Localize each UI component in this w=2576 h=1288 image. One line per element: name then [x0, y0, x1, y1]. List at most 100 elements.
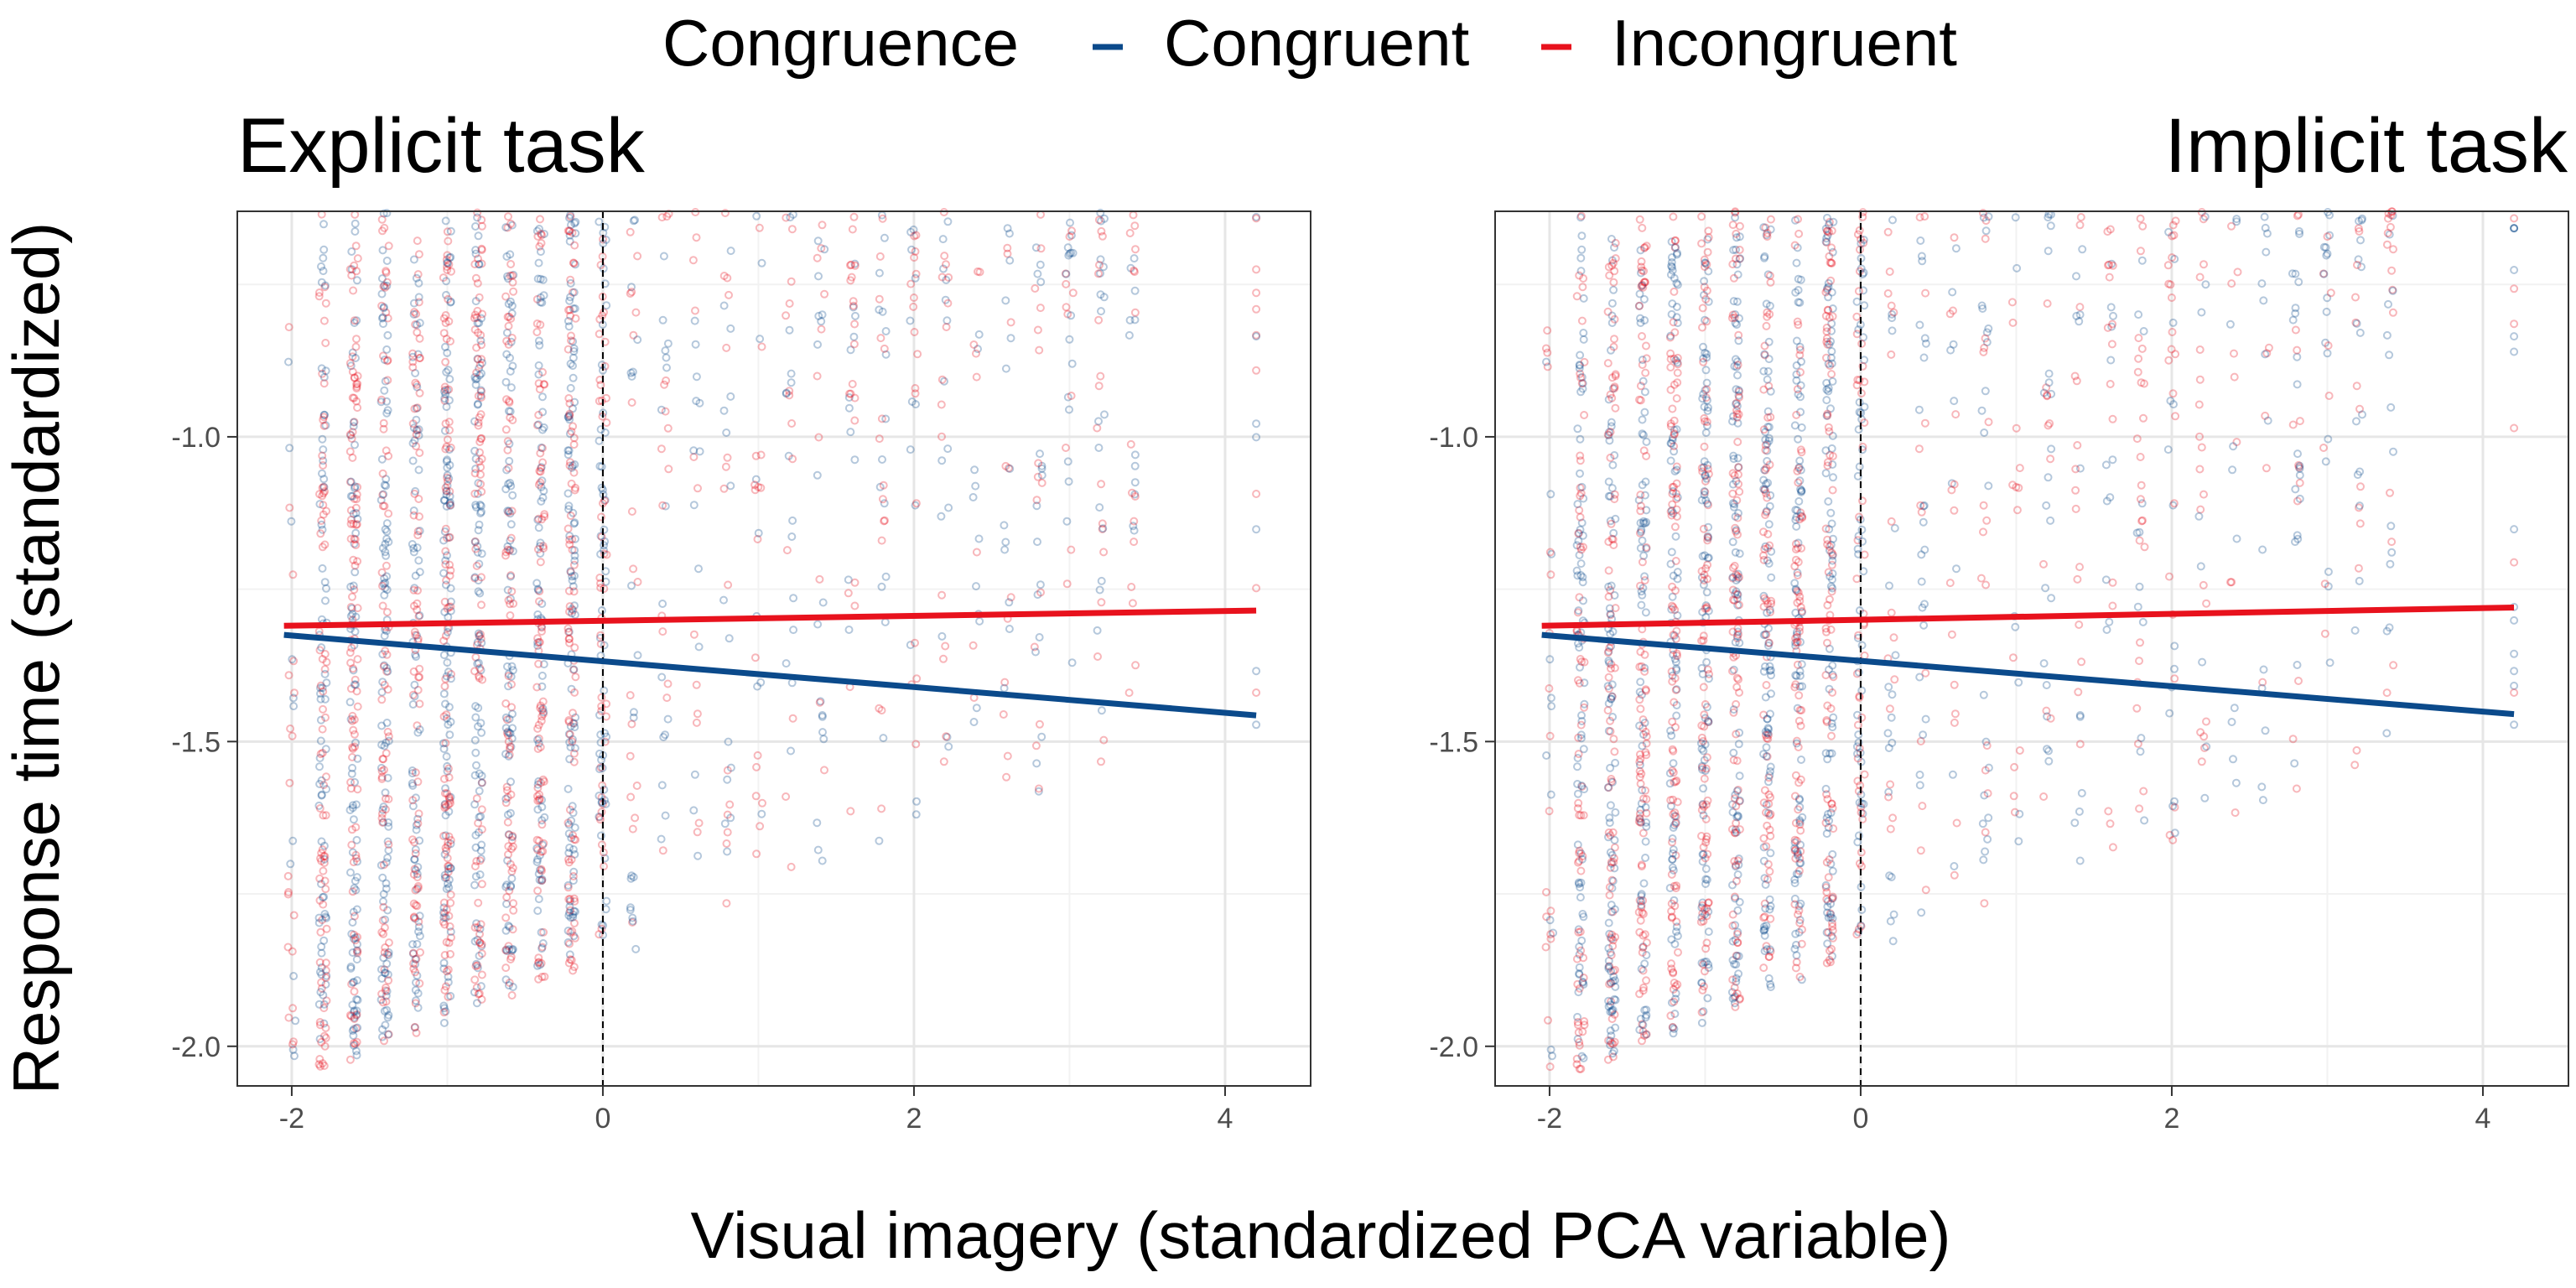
data-point [1641, 854, 1650, 862]
data-point [345, 359, 355, 368]
data-point [2015, 746, 2024, 755]
data-point [414, 425, 423, 434]
data-point [533, 641, 543, 651]
data-point [314, 288, 324, 297]
data-point [1889, 910, 1898, 919]
data-point [2288, 420, 2298, 429]
data-point [627, 398, 636, 407]
data-point [1828, 866, 1837, 875]
data-point [382, 983, 390, 992]
data-point [539, 660, 548, 669]
data-point [471, 544, 480, 553]
data-point [441, 319, 450, 328]
data-point [569, 288, 577, 297]
data-point [346, 784, 356, 793]
data-point [383, 773, 392, 782]
data-point [1735, 897, 1744, 906]
data-point [1062, 517, 1072, 526]
data-point [1067, 658, 1077, 667]
data-point [504, 340, 513, 349]
data-point [1638, 536, 1647, 545]
data-point [571, 483, 580, 492]
data-point [472, 999, 481, 1008]
data-point [2075, 563, 2084, 572]
data-point [2137, 480, 2146, 490]
data-point [504, 737, 513, 746]
data-point [907, 245, 916, 254]
data-point [844, 403, 854, 413]
data-point [471, 249, 480, 258]
data-point [476, 920, 486, 929]
data-point [850, 455, 860, 465]
data-point [317, 970, 326, 979]
data-point [443, 551, 451, 560]
data-point [501, 798, 511, 808]
data-point [569, 665, 578, 674]
data-point [690, 770, 699, 779]
data-point [533, 634, 543, 643]
data-point [2138, 221, 2148, 231]
data-point [352, 495, 361, 504]
data-point [1576, 866, 1586, 875]
data-point [1762, 743, 1771, 752]
data-point [351, 440, 359, 449]
data-point [412, 273, 421, 283]
data-point [596, 831, 605, 840]
data-point [411, 849, 420, 858]
data-point [472, 561, 481, 570]
data-point [505, 745, 514, 753]
data-point [474, 254, 482, 263]
data-point [348, 887, 357, 896]
data-point [567, 427, 576, 436]
data-point [288, 693, 298, 703]
data-point [507, 221, 517, 230]
data-point [412, 652, 421, 662]
data-point [478, 358, 486, 367]
data-point [538, 820, 547, 829]
data-point [473, 548, 482, 557]
data-point [785, 299, 794, 308]
data-point [2510, 214, 2519, 223]
data-point [972, 349, 980, 358]
data-point [413, 531, 423, 540]
data-point [412, 821, 421, 830]
data-point [384, 451, 393, 460]
data-point [756, 483, 766, 492]
data-point [442, 487, 451, 496]
data-point [2008, 318, 2018, 327]
data-point [974, 267, 982, 276]
data-point [442, 873, 451, 882]
data-point [661, 811, 670, 820]
data-point [1610, 335, 1618, 344]
data-point [414, 809, 423, 818]
data-point [786, 213, 795, 222]
data-point [535, 242, 544, 251]
data-point [320, 650, 330, 658]
data-point [413, 721, 422, 730]
data-point [470, 923, 480, 932]
data-point [377, 301, 387, 310]
data-point [444, 258, 452, 267]
data-point [439, 1001, 449, 1010]
data-point [320, 910, 330, 918]
data-point [501, 292, 511, 301]
data-point [570, 723, 579, 732]
data-point [2075, 621, 2084, 629]
data-point [813, 620, 823, 629]
data-point [569, 440, 579, 449]
data-point [1097, 216, 1105, 226]
data-point [538, 408, 548, 417]
data-point [442, 710, 451, 719]
data-point [536, 247, 545, 257]
data-point [1674, 948, 1682, 957]
data-point [444, 236, 453, 246]
data-point [319, 1031, 329, 1041]
data-point [503, 727, 512, 736]
data-point [1980, 428, 1989, 437]
data-point [1004, 464, 1013, 473]
data-point [534, 637, 543, 647]
data-point [2195, 375, 2205, 384]
data-point [1728, 564, 1737, 573]
data-point [850, 259, 860, 268]
data-point [506, 366, 515, 376]
